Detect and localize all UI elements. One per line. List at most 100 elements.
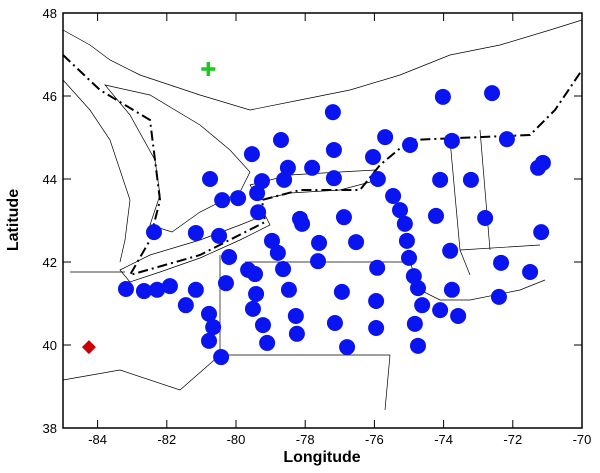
station-point xyxy=(490,288,507,305)
station-point xyxy=(161,278,178,295)
x-tick-label: -72 xyxy=(503,432,522,447)
station-point xyxy=(248,285,265,302)
station-point xyxy=(498,131,515,148)
station-point xyxy=(368,293,385,310)
x-tick-label: -82 xyxy=(157,432,176,447)
station-point xyxy=(259,334,276,351)
y-tick-label: 38 xyxy=(43,421,57,436)
station-point xyxy=(250,204,267,221)
station-point xyxy=(396,215,413,232)
station-point xyxy=(477,210,494,227)
station-point xyxy=(405,268,422,285)
station-point xyxy=(135,283,152,300)
station-point xyxy=(325,170,342,187)
x-tick-label: -78 xyxy=(296,432,315,447)
station-point xyxy=(432,302,449,319)
station-point xyxy=(263,232,280,249)
diamond-marker xyxy=(81,340,96,355)
station-point xyxy=(201,332,218,349)
plot-frame xyxy=(62,12,583,429)
station-point xyxy=(243,146,260,163)
station-point xyxy=(149,281,166,298)
station-point xyxy=(272,131,289,148)
station-point xyxy=(117,280,134,297)
station-point xyxy=(385,188,402,205)
station-point xyxy=(398,232,415,249)
station-point xyxy=(443,132,460,149)
station-point xyxy=(187,281,204,298)
station-point xyxy=(484,85,501,102)
station-point xyxy=(493,254,510,271)
station-point xyxy=(326,315,343,332)
station-point xyxy=(434,88,451,105)
station-point xyxy=(414,297,431,314)
station-point xyxy=(530,159,547,176)
y-tick-label: 48 xyxy=(43,6,57,21)
station-point xyxy=(377,129,394,146)
station-point xyxy=(304,159,321,176)
station-point xyxy=(406,315,423,332)
station-point xyxy=(432,171,449,188)
station-point xyxy=(368,319,385,336)
station-point xyxy=(409,280,426,297)
map-outline xyxy=(62,19,583,411)
station-point xyxy=(402,136,419,153)
station-point xyxy=(279,159,296,176)
station-point xyxy=(230,190,247,207)
station-point xyxy=(442,242,459,259)
station-point xyxy=(269,244,286,261)
y-tick-label: 46 xyxy=(43,89,57,104)
y-tick-label: 40 xyxy=(43,338,57,353)
station-point xyxy=(145,224,162,241)
station-point xyxy=(221,249,238,266)
station-point xyxy=(325,141,342,158)
station-point xyxy=(205,319,222,336)
station-point xyxy=(369,171,386,187)
station-point xyxy=(450,307,467,324)
station-point xyxy=(287,307,304,324)
x-axis-label: Longitude xyxy=(283,449,360,466)
station-point xyxy=(311,234,328,251)
station-point xyxy=(443,281,460,298)
station-point xyxy=(244,300,261,317)
x-tick-label: -76 xyxy=(365,432,384,447)
station-point xyxy=(254,317,271,334)
x-tick-label: -80 xyxy=(227,432,246,447)
cross-marker xyxy=(201,62,216,77)
station-point xyxy=(247,266,264,283)
station-point xyxy=(401,249,417,266)
y-axis-label: Latitude xyxy=(5,189,22,251)
station-point xyxy=(324,104,341,121)
y-tick-label: 44 xyxy=(43,172,57,187)
station-point xyxy=(249,185,266,202)
station-point xyxy=(335,209,352,226)
station-point xyxy=(462,171,479,188)
station-point xyxy=(369,259,386,276)
x-tick-label: -70 xyxy=(573,432,592,447)
x-tick-label: -74 xyxy=(434,432,453,447)
station-point xyxy=(213,349,230,366)
station-point xyxy=(253,173,270,190)
station-point xyxy=(409,337,426,354)
y-tick-label: 42 xyxy=(43,255,57,270)
station-point xyxy=(533,224,550,241)
station-point xyxy=(522,263,539,280)
station-point xyxy=(276,171,293,188)
station-point xyxy=(202,171,219,187)
station-point xyxy=(310,253,327,270)
station-point xyxy=(365,149,382,166)
station-point xyxy=(294,215,311,232)
station-point xyxy=(392,202,409,219)
station-point xyxy=(280,281,297,298)
station-point xyxy=(201,305,218,322)
station-point xyxy=(211,227,228,244)
station-point xyxy=(187,224,204,241)
station-point xyxy=(217,275,234,292)
station-point xyxy=(427,207,444,224)
station-point xyxy=(333,283,350,300)
station-point xyxy=(288,325,305,342)
station-point xyxy=(177,297,194,314)
station-point xyxy=(214,192,231,209)
station-point xyxy=(339,339,356,356)
